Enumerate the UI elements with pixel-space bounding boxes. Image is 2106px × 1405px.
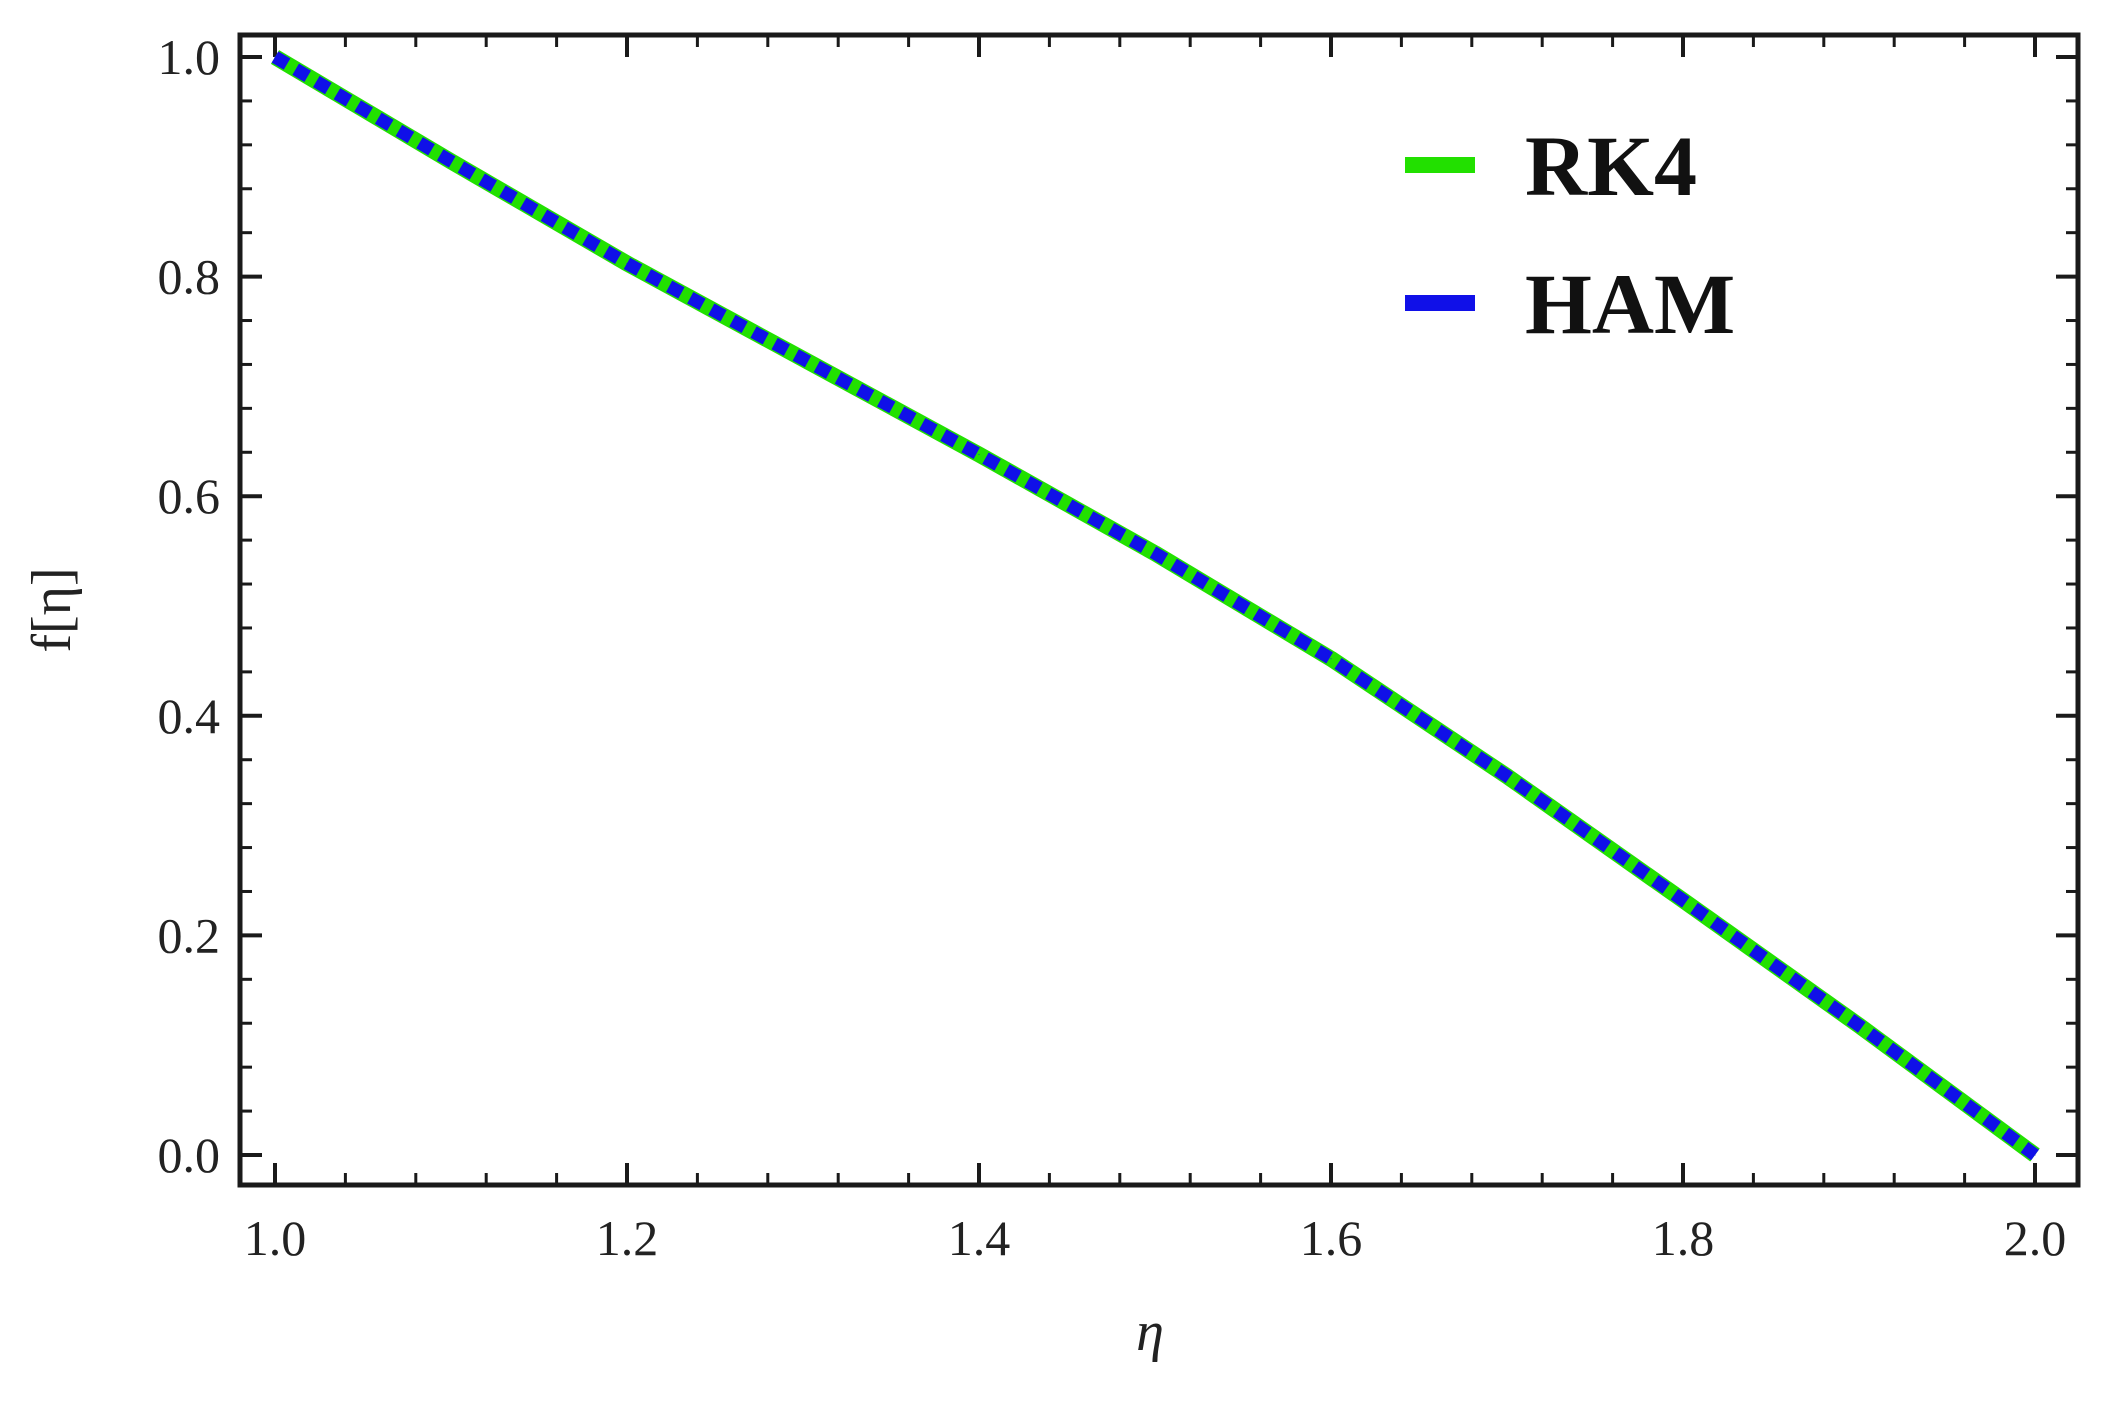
data-point-ham [1154,552,1156,554]
x-tick-label: 2.0 [2004,1210,2067,1266]
data-point-ham [626,262,628,264]
y-tick-label: 1.0 [158,29,221,85]
y-tick-label: 0.4 [158,688,221,744]
y-tick-label: 0.0 [158,1127,221,1183]
x-tick-label: 1.0 [244,1210,307,1266]
legend-label-ham: HAM [1525,256,1735,352]
axis-ticks: 1.0 1.2 1.4 1.6 1.8 2.0 0.0 0.2 0.4 0.6 0.8 1.0 [158,29,2078,1266]
x-tick-label: 1.8 [1652,1210,1715,1266]
x-tick-label: 1.4 [948,1210,1011,1266]
legend-label-rk4: RK4 [1525,118,1697,214]
y-tick-label: 0.6 [158,468,221,524]
x-tick-label: 1.6 [1300,1210,1363,1266]
data-point-ham [450,160,452,162]
data-point-ham [1858,1024,1860,1026]
x-axis-label: η [1136,1301,1164,1363]
plot-frame [237,32,2081,1188]
data-point-ham [802,358,804,360]
data-point-ham [274,56,276,58]
y-tick-label: 0.2 [158,907,221,963]
data-point-ham [2034,1154,2036,1156]
legend: RK4 HAM [1405,118,1735,352]
x-tick-label: 1.2 [596,1210,659,1266]
data-point-ham [1682,899,1684,901]
data-point-ham [1330,658,1332,660]
y-axis-label: f[η] [21,567,83,652]
y-tick-label: 0.8 [158,249,221,305]
data-point-ham [978,453,980,455]
series-lines [270,50,2040,1162]
data-point-ham [1506,775,1508,777]
